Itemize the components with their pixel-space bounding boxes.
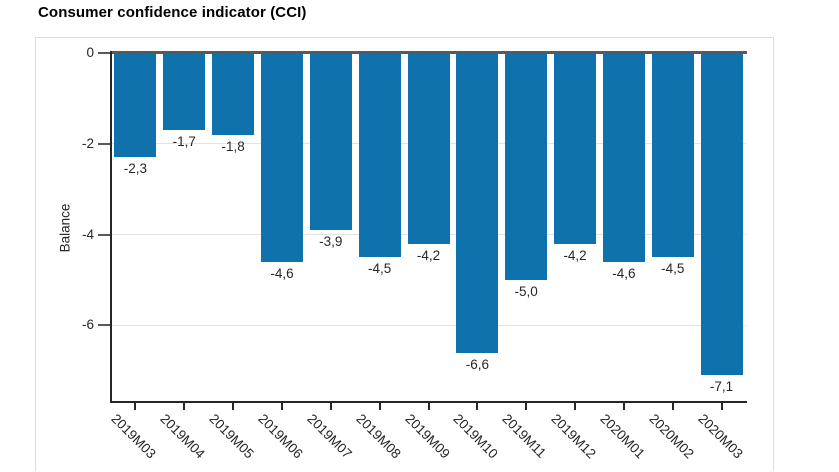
bar xyxy=(358,54,401,258)
bar-value-label: -4,6 xyxy=(270,265,294,281)
bar-value-label: -4,5 xyxy=(368,261,392,277)
bar xyxy=(212,54,255,135)
bar-value-label: -5,0 xyxy=(514,284,538,299)
x-tick-mark xyxy=(525,403,528,410)
bar-value-label: -3,9 xyxy=(319,234,343,250)
x-tick-mark xyxy=(329,403,332,410)
y-tick-mark xyxy=(98,233,110,236)
x-tick-label: 2019M08 xyxy=(353,411,404,462)
x-tick-label: 2019M04 xyxy=(157,411,209,462)
x-tick-label: 2019M03 xyxy=(108,411,160,462)
x-tick-mark xyxy=(671,403,674,410)
gridline xyxy=(111,324,746,326)
chart-frame xyxy=(35,37,774,471)
x-tick-label: 2019M11 xyxy=(499,411,550,461)
bar xyxy=(407,54,450,244)
x-tick-label: 2019M07 xyxy=(304,411,355,462)
x-tick-mark xyxy=(280,403,283,410)
bar-value-label: -4,6 xyxy=(612,265,636,281)
y-tick-mark xyxy=(98,52,110,54)
bar xyxy=(309,54,352,231)
bar xyxy=(651,54,694,258)
zero-line xyxy=(110,51,747,54)
bar-value-label: -4,2 xyxy=(416,247,441,263)
x-tick-label: 2020M01 xyxy=(597,411,648,462)
y-tick-label: -2 xyxy=(81,135,94,151)
x-tick-mark xyxy=(476,403,479,410)
chart-title: Consumer confidence indicator (CCI) xyxy=(38,4,307,21)
y-tick-label: -6 xyxy=(81,317,94,333)
bar xyxy=(602,54,645,262)
y-tick-label: 0 xyxy=(86,45,94,60)
bar-value-label: -4,5 xyxy=(661,261,685,277)
x-tick-mark xyxy=(622,403,625,410)
bar xyxy=(114,54,157,158)
y-tick-label: -4 xyxy=(81,226,94,242)
bar-value-label: -4,2 xyxy=(563,247,587,263)
bar-value-label: -7,1 xyxy=(709,379,734,395)
x-tick-mark xyxy=(378,403,381,410)
y-tick-mark xyxy=(98,142,110,145)
x-tick-label: 2019M05 xyxy=(206,411,257,462)
bar-value-label: -6,6 xyxy=(465,356,489,372)
x-tick-label: 2020M03 xyxy=(694,411,746,462)
bar xyxy=(456,54,499,353)
y-axis-line xyxy=(110,51,112,403)
x-tick-label: 2019M06 xyxy=(255,411,306,462)
x-axis-line xyxy=(110,401,747,403)
bar-value-label: -1,7 xyxy=(172,134,196,150)
bar-value-label: -2,3 xyxy=(123,161,148,177)
x-tick-label: 2020M02 xyxy=(646,411,697,462)
bar xyxy=(505,54,548,280)
bar xyxy=(260,54,303,262)
x-tick-mark xyxy=(134,403,137,410)
x-tick-mark xyxy=(232,403,235,410)
x-tick-label: 2019M10 xyxy=(450,411,502,462)
bar xyxy=(554,54,597,244)
bar-value-label: -1,8 xyxy=(221,138,245,154)
x-tick-mark xyxy=(427,403,430,410)
y-tick-mark xyxy=(98,324,110,327)
x-tick-mark xyxy=(574,403,577,410)
x-tick-mark xyxy=(720,403,723,410)
bar xyxy=(163,54,206,131)
x-tick-label: 2019M09 xyxy=(401,411,453,462)
x-tick-label: 2019M12 xyxy=(548,411,599,462)
bar xyxy=(700,54,743,376)
x-tick-mark xyxy=(183,403,186,410)
